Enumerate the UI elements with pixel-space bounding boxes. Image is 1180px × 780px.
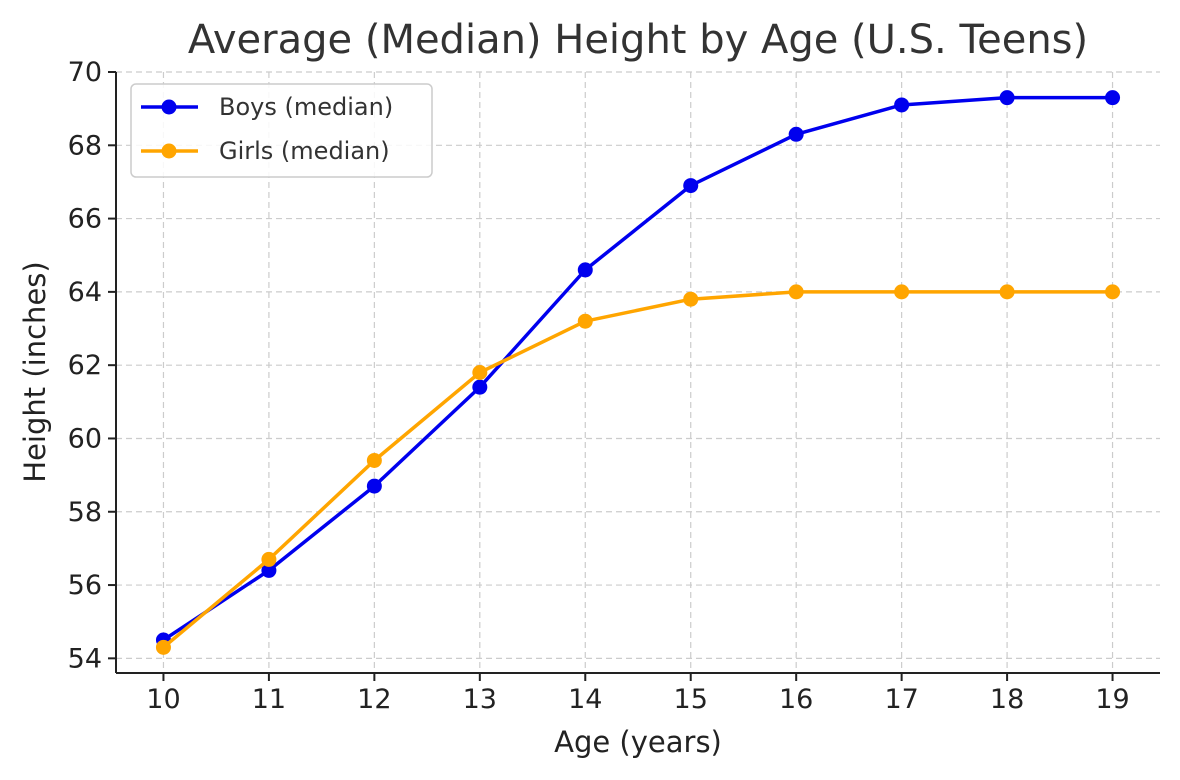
data-point: [788, 126, 804, 142]
legend-marker: [161, 143, 177, 159]
data-point: [788, 284, 804, 300]
y-tick-label: 56: [68, 570, 102, 601]
x-tick-label: 17: [884, 684, 918, 715]
y-tick-label: 54: [68, 643, 102, 674]
x-tick-label: 19: [1095, 684, 1129, 715]
data-point: [155, 639, 171, 655]
legend-label: Girls (median): [219, 137, 390, 165]
y-tick-label: 58: [68, 497, 102, 528]
data-point: [577, 262, 593, 278]
x-tick-label: 12: [357, 684, 391, 715]
y-tick-label: 62: [68, 350, 102, 381]
x-tick-label: 10: [146, 684, 180, 715]
data-point: [683, 178, 699, 194]
data-point: [894, 97, 910, 113]
data-point: [472, 379, 488, 395]
grid: [116, 71, 1160, 673]
x-tick-label: 13: [463, 684, 497, 715]
y-tick-label: 60: [68, 423, 102, 454]
data-point: [366, 478, 382, 494]
series-line-1: [161, 290, 1115, 650]
x-tick-label: 14: [568, 684, 602, 715]
legend: Boys (median) Girls (median): [130, 83, 433, 178]
y-tick-label: 64: [68, 277, 102, 308]
legend-label: Boys (median): [219, 93, 393, 121]
y-axis-label: Height (inches): [18, 261, 52, 482]
data-point: [366, 452, 382, 468]
data-point: [1105, 90, 1121, 106]
data-point: [999, 90, 1015, 106]
data-point: [577, 313, 593, 329]
x-tick-label: 18: [990, 684, 1024, 715]
y-tick-label: 66: [68, 204, 102, 235]
legend-box: [130, 83, 433, 178]
data-point: [894, 284, 910, 300]
y-tick-label: 70: [68, 57, 102, 88]
data-point: [261, 562, 277, 578]
axes: 10 11 12 13 14 15 16 17 18 19 54 56 58 60 62 64 66 68 70: [68, 57, 1160, 715]
data-point: [472, 365, 488, 380]
x-tick-label: 15: [674, 684, 708, 715]
data-point: [999, 284, 1015, 300]
data-point: [1105, 284, 1121, 300]
x-axis-label: Age (years): [554, 725, 722, 759]
y-tick-label: 68: [68, 130, 102, 161]
data-point: [683, 291, 699, 307]
legend-marker: [161, 99, 177, 115]
series-layer: [155, 90, 1121, 655]
series-line-0: [161, 95, 1115, 642]
data-point: [261, 551, 277, 567]
x-tick-label: 11: [252, 684, 286, 715]
x-tick-label: 16: [779, 684, 813, 715]
chart-title: Average (Median) Height by Age (U.S. Tee…: [188, 17, 1088, 63]
